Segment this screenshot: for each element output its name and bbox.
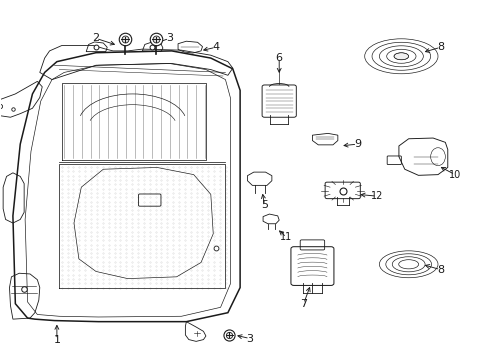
Text: 6: 6: [276, 53, 283, 63]
Text: 7: 7: [300, 299, 307, 309]
Text: 12: 12: [371, 191, 383, 201]
Text: 3: 3: [246, 333, 253, 343]
Text: 3: 3: [166, 33, 173, 43]
Ellipse shape: [394, 53, 409, 60]
Text: 1: 1: [53, 334, 60, 345]
Text: 4: 4: [212, 42, 219, 52]
Text: 10: 10: [449, 170, 461, 180]
Text: 2: 2: [93, 33, 99, 43]
Text: 9: 9: [354, 139, 361, 149]
Text: 8: 8: [437, 42, 444, 52]
Text: 5: 5: [261, 200, 268, 210]
Text: 11: 11: [280, 232, 293, 242]
Text: 8: 8: [437, 265, 444, 275]
